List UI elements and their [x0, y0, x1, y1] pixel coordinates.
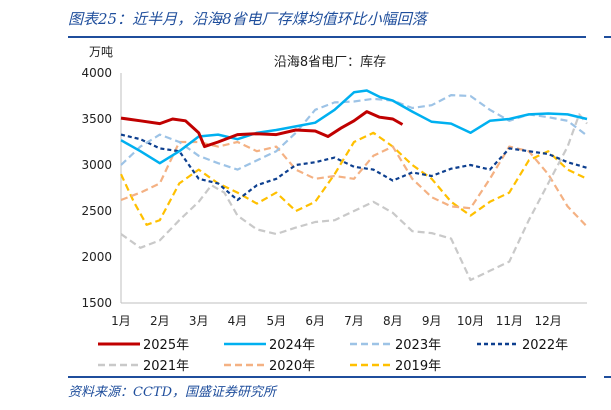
title-rule-tail — [604, 36, 611, 38]
x-tick-label: 7月 — [344, 314, 364, 328]
legend-label: 2019年 — [395, 359, 441, 374]
legend-label: 2023年 — [395, 338, 441, 353]
legend-label: 2022年 — [522, 338, 568, 353]
series-line-2020 — [120, 140, 588, 228]
x-tick-label: 8月 — [383, 314, 403, 328]
legend-label: 2020年 — [269, 359, 315, 374]
x-tick-label: 2月 — [150, 314, 170, 328]
x-tick-label: 6月 — [305, 314, 325, 328]
y-axis-label: 万吨 — [89, 45, 113, 59]
x-tick-label: 1月 — [111, 314, 131, 328]
legend-label: 2025年 — [143, 338, 189, 353]
x-tick-label: 4月 — [228, 314, 248, 328]
legend-label: 2021年 — [143, 359, 189, 374]
y-tick-label: 2000 — [81, 250, 112, 264]
legend-item: 2022年 — [477, 338, 568, 353]
figure-title: 图表25：近半月，沿海8省电厂存煤均值环比小幅回落 — [68, 10, 427, 28]
footer-rule — [68, 376, 586, 378]
x-tick-label: 9月 — [422, 314, 442, 328]
x-tick-label: 12月 — [535, 314, 562, 328]
legend-item: 2024年 — [224, 338, 315, 353]
series-line-2025 — [120, 110, 404, 149]
y-tick-label: 3000 — [81, 158, 112, 172]
title-rule — [68, 36, 586, 38]
y-tick-label: 3500 — [81, 112, 112, 126]
legend-item: 2019年 — [350, 359, 441, 374]
y-tick-label: 2500 — [81, 204, 112, 218]
x-tick-label: 11月 — [496, 314, 523, 328]
series-line-2022 — [120, 133, 588, 202]
legend-item: 2021年 — [98, 359, 189, 374]
series-line-2024 — [120, 89, 588, 165]
series-line-2021 — [120, 113, 588, 282]
legend-item: 2025年 — [98, 338, 189, 353]
series-line-2023 — [120, 93, 588, 171]
legend-item: 2020年 — [224, 359, 315, 374]
legend-label: 2024年 — [269, 338, 315, 353]
series-line-2019 — [120, 131, 588, 226]
x-tick-label: 3月 — [189, 314, 209, 328]
x-tick-label: 10月 — [457, 314, 484, 328]
chart-title: 沿海8省电厂：库存 — [274, 54, 386, 70]
y-tick-label: 1500 — [81, 296, 112, 310]
footer-rule-tail — [604, 376, 611, 378]
legend-item: 2023年 — [350, 338, 441, 353]
source-note: 资料来源：CCTD，国盛证券研究所 — [68, 385, 276, 400]
x-tick-label: 5月 — [267, 314, 287, 328]
y-tick-label: 4000 — [81, 66, 112, 80]
